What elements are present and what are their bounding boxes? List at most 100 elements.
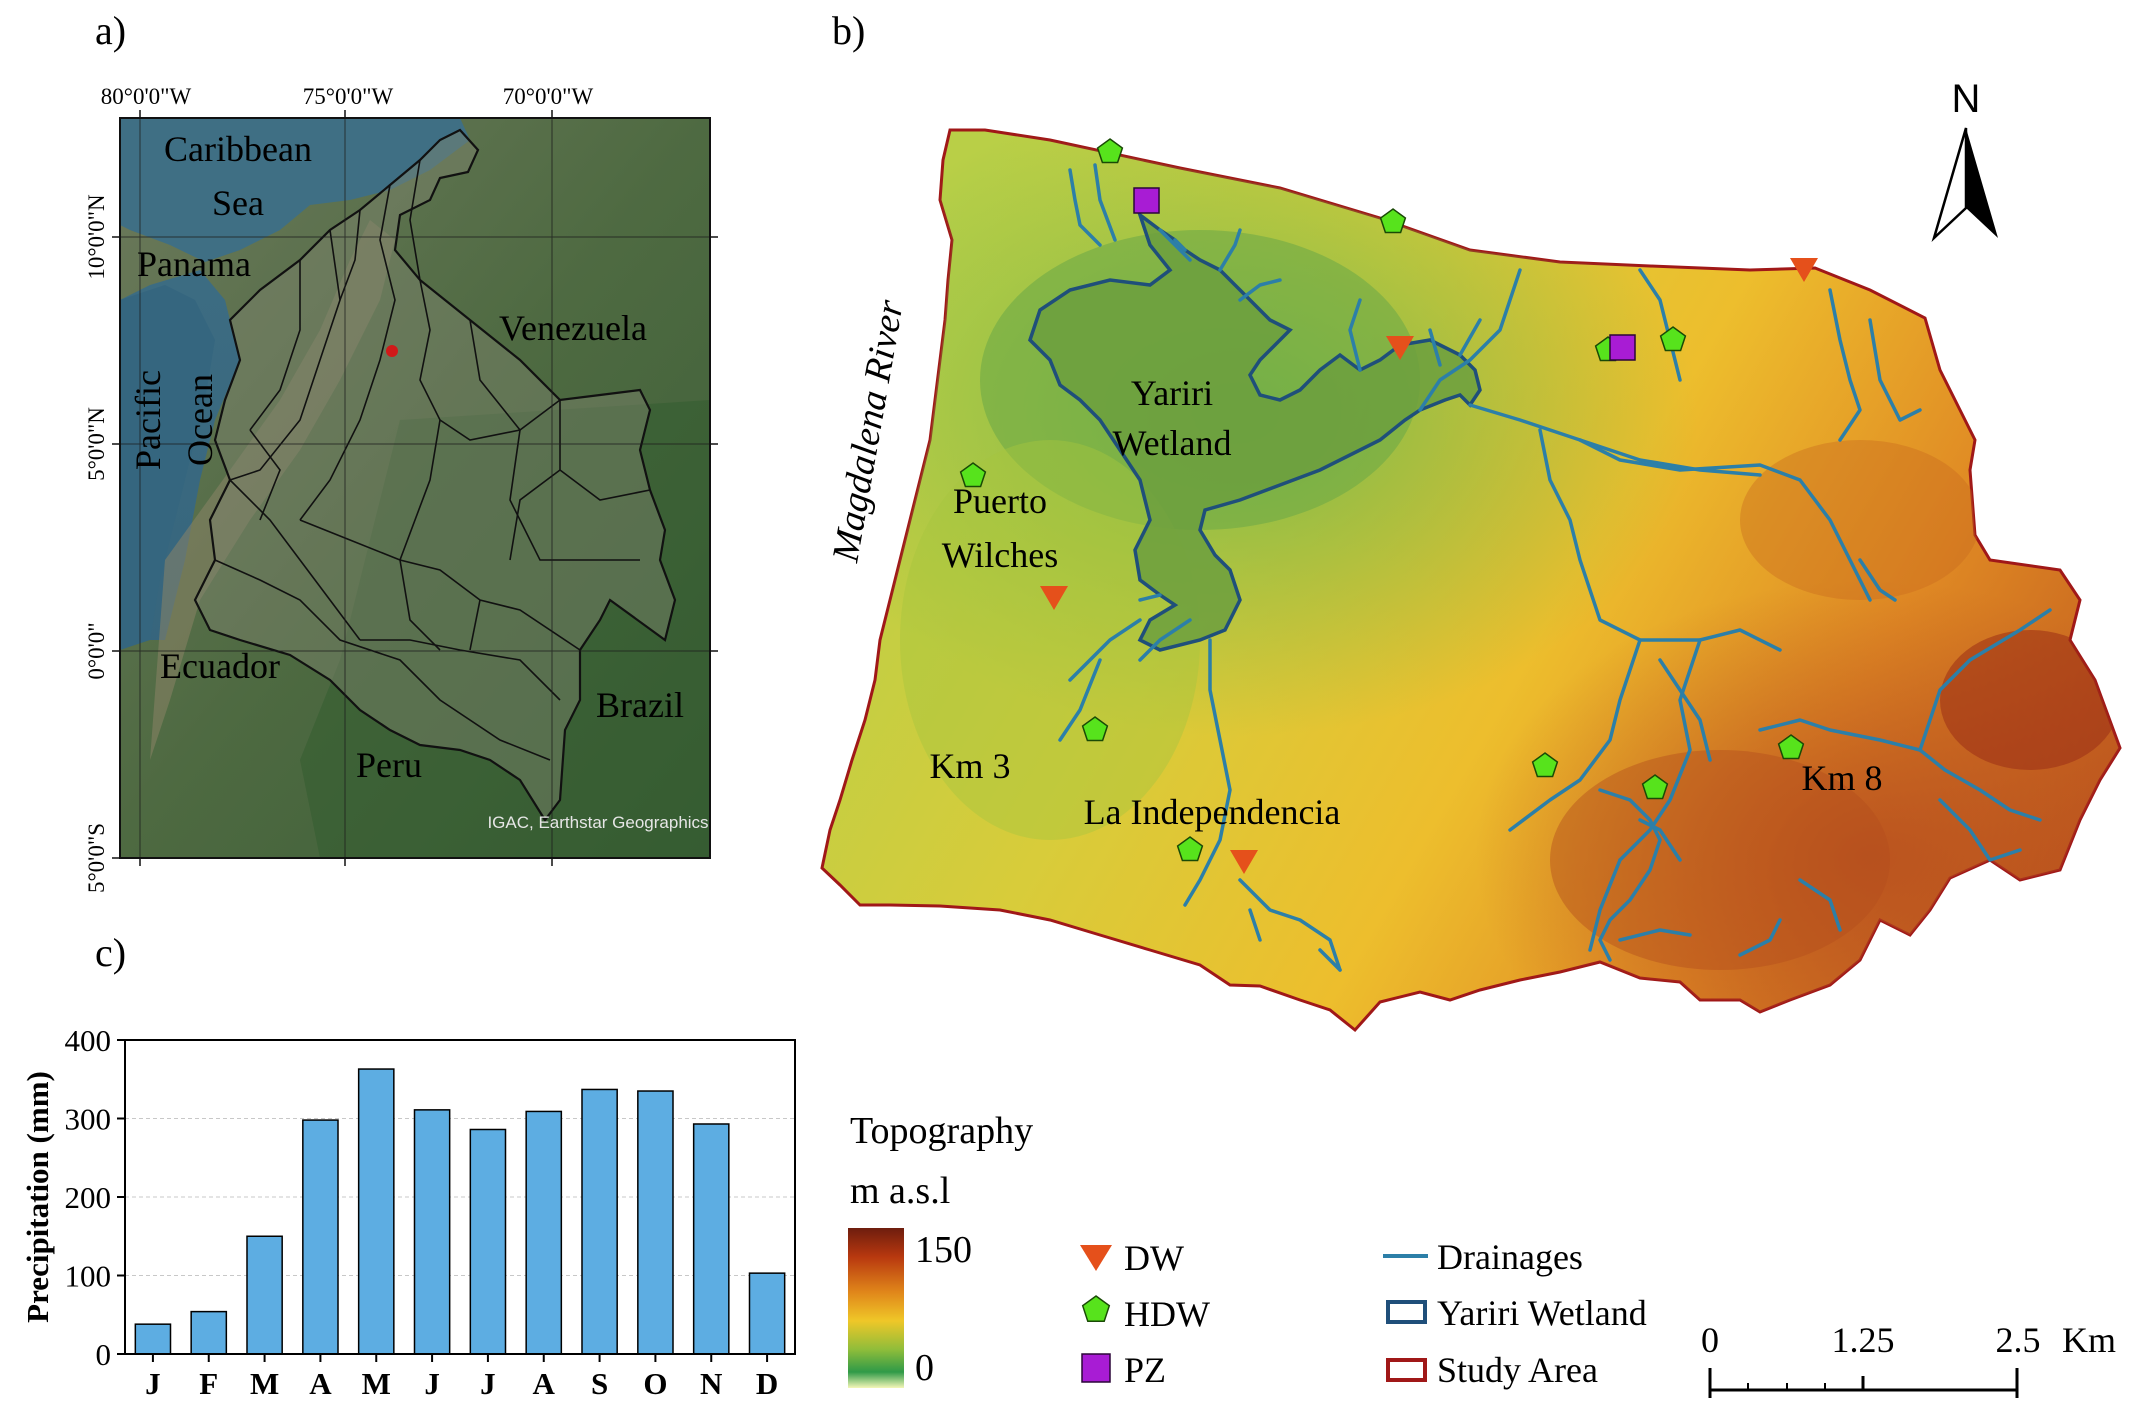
bar-1 [134, 1323, 172, 1355]
place-caribbean: Caribbean [164, 129, 312, 169]
dw-marker [1040, 586, 1068, 610]
scale-125: 1.25 [1832, 1320, 1895, 1360]
lon-label-80w: 80°0'0"W [101, 84, 192, 109]
x-tick-label: D [756, 1366, 778, 1401]
pz-markers [1133, 187, 1636, 361]
legend-wetland: Yariri Wetland [1437, 1293, 1647, 1333]
y-tick-label: 400 [65, 1023, 112, 1058]
hdw-marker [1096, 138, 1124, 164]
symbol-legend: DW HDW PZ Drainages Yariri Wetland Study… [1080, 1237, 1647, 1390]
legend-wetland-symbol [1386, 1300, 1427, 1324]
pz-marker [1133, 187, 1160, 214]
chart-bars [134, 1068, 786, 1355]
caribbean-water [120, 118, 470, 262]
x-tick-label: S [591, 1366, 608, 1401]
yariri-wetland [1027, 210, 1482, 652]
lat-label-5n: 5°0'0"N [84, 407, 109, 481]
hdw-marker [1659, 326, 1687, 352]
label-km8: Km 8 [1802, 758, 1883, 798]
hdw-marker [1081, 716, 1109, 742]
label-magdalena-river: Magdalena River [824, 297, 912, 566]
topo-min: 0 [915, 1347, 934, 1389]
label-wetland: Wetland [1112, 423, 1231, 463]
y-tick-label: 0 [96, 1337, 112, 1372]
drainage-network [1058, 163, 2052, 972]
map-credit: IGAC, Earthstar Geographics [487, 813, 708, 832]
scale-bar: 0 1.25 2.5 Km [1701, 1320, 2116, 1398]
bar-10 [637, 1090, 674, 1355]
place-pacific: Pacific [128, 370, 168, 470]
north-arrow: N [1931, 77, 1998, 243]
topo-title: Topography [850, 1110, 1033, 1152]
bar-2 [190, 1310, 228, 1355]
legend-hdw: HDW [1124, 1294, 1210, 1334]
land-mass [120, 118, 710, 858]
place-venezuela: Venezuela [499, 308, 647, 348]
label-yariri: Yariri [1131, 373, 1213, 413]
amazon-forest [300, 400, 710, 858]
topography-overlays [822, 130, 2120, 1030]
frame-ticks [112, 110, 718, 866]
x-tick-label: M [362, 1366, 391, 1401]
dw-marker [1790, 258, 1818, 282]
legend-pz-symbol [1081, 1353, 1111, 1383]
dw-marker [1230, 850, 1258, 874]
place-ocean: Ocean [180, 374, 220, 466]
chart-ylabel: Precipitation (mm) [20, 1071, 55, 1323]
scale-unit: Km [2062, 1320, 2116, 1360]
x-tick-label: N [700, 1366, 722, 1401]
x-tick-label: A [533, 1366, 556, 1401]
study-site-marker [386, 345, 398, 357]
legend-hdw-symbol [1081, 1295, 1111, 1323]
hdw-markers [959, 138, 1805, 862]
place-ecuador: Ecuador [160, 646, 280, 686]
topography-legend: Topography m a.s.l 150 0 [848, 1110, 1033, 1389]
hdw-marker [959, 462, 987, 488]
hdw-marker [1777, 734, 1805, 760]
label-km3: Km 3 [930, 746, 1011, 786]
hdw-marker [1641, 774, 1669, 800]
bar-6 [413, 1109, 451, 1355]
scale-0: 0 [1701, 1320, 1719, 1360]
x-tick-label: F [199, 1366, 218, 1401]
panel-a-map: 80°0'0"W 75°0'0"W 70°0'0"W 10°0'0"N 5°0'… [84, 84, 718, 893]
panel-b-label: b) [832, 8, 865, 53]
label-la-independencia: La Independencia [1084, 792, 1341, 832]
label-puerto: Puerto [953, 481, 1047, 521]
north-arrow-right [1966, 128, 1998, 238]
x-tick-label: A [309, 1366, 332, 1401]
legend-dw-symbol [1080, 1245, 1112, 1271]
x-tick-label: O [643, 1366, 667, 1401]
panel-b-map: Yariri Wetland Puerto Wilches Km 3 La In… [820, 77, 2122, 1033]
y-tick-label: 100 [65, 1259, 112, 1294]
legend-study-area: Study Area [1437, 1350, 1598, 1390]
lon-label-70w: 70°0'0"W [503, 84, 594, 109]
chart-y-ticks: 0 100 200 300 400 [65, 1023, 125, 1372]
panel-c-label: c) [95, 930, 126, 975]
lon-label-75w: 75°0'0"W [303, 84, 394, 109]
legend-pz: PZ [1124, 1350, 1166, 1390]
bar-3 [246, 1235, 283, 1355]
dw-marker [1386, 336, 1414, 360]
lat-label-0: 0°0'0" [84, 622, 109, 679]
place-sea: Sea [212, 183, 264, 223]
hdw-marker [1379, 208, 1407, 234]
pz-marker [1609, 334, 1636, 361]
andes-highland [150, 220, 395, 760]
label-wilches: Wilches [942, 535, 1059, 575]
bar-7 [469, 1128, 507, 1355]
place-panama: Panama [137, 244, 251, 284]
hdw-marker [1176, 836, 1204, 862]
bar-5 [357, 1068, 395, 1355]
legend-study-area-symbol [1386, 1358, 1427, 1382]
x-tick-label: J [145, 1366, 161, 1401]
department-boundaries [214, 159, 651, 761]
bar-9 [581, 1088, 618, 1355]
pacific-water [120, 285, 215, 650]
legend-drainages: Drainages [1437, 1237, 1583, 1277]
y-tick-label: 200 [65, 1180, 112, 1215]
map-frame [119, 117, 711, 859]
